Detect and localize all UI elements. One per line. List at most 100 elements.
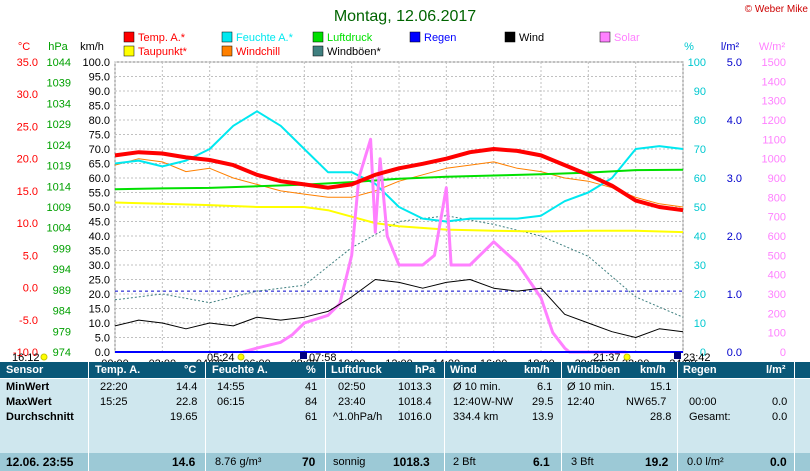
solar-tick: 1400 bbox=[762, 76, 786, 88]
avg-wind-distance: 334.4 km bbox=[453, 411, 499, 423]
max-rain-time: 00:00 bbox=[689, 396, 717, 408]
x-tick: 14:00 bbox=[433, 358, 461, 362]
wind-tick: 90.0 bbox=[89, 86, 110, 98]
moon-icon bbox=[674, 352, 681, 359]
moon-icon bbox=[40, 353, 48, 361]
axis-unit-labels: °C hPa km/h% l/m² W/m² bbox=[18, 41, 786, 53]
humidity-tick: 90 bbox=[694, 86, 706, 98]
max-hum-time: 06:15 bbox=[217, 396, 245, 408]
solar-tick: 600 bbox=[768, 231, 786, 243]
temp-tick: -5.0 bbox=[19, 315, 38, 327]
pressure-tick: 999 bbox=[53, 243, 71, 255]
hdr-temp-unit: °C bbox=[184, 364, 197, 376]
cur-hum-abs: 8.76 g/m³ bbox=[215, 456, 262, 468]
solar-tick: 1000 bbox=[762, 154, 786, 166]
solar-tick: 0 bbox=[780, 347, 786, 359]
min-temp: 14.4 bbox=[176, 381, 198, 393]
series-line bbox=[114, 110, 684, 223]
wind-tick: 35.0 bbox=[89, 246, 110, 258]
legend-swatch bbox=[409, 31, 421, 43]
legend-swatch bbox=[599, 31, 611, 43]
legend-swatch bbox=[221, 45, 233, 57]
max-temp: 22.8 bbox=[176, 396, 198, 408]
pressure-tick: 1024 bbox=[47, 140, 71, 152]
humidity-unit: % bbox=[684, 41, 694, 53]
avg-rain-label: Gesamt: bbox=[689, 411, 731, 423]
max-hum: 84 bbox=[305, 396, 318, 408]
wind-tick: 45.0 bbox=[89, 217, 110, 229]
pressure-tick: 1039 bbox=[47, 78, 71, 90]
pressure-tick: 979 bbox=[53, 326, 71, 338]
wind-tick: 40.0 bbox=[89, 231, 110, 243]
wind-unit: km/h bbox=[80, 41, 104, 53]
stats-table: Sensor Temp. A. °C Feuchte A. % Luftdruc… bbox=[0, 362, 810, 471]
legend-label: Regen bbox=[424, 32, 456, 44]
sun-icon bbox=[623, 353, 631, 361]
hdr-humidity-unit: % bbox=[306, 364, 316, 376]
pressure-tick: 1014 bbox=[47, 181, 71, 193]
rain-unit: l/m² bbox=[721, 41, 740, 53]
min-wind-label: Ø 10 min. bbox=[453, 381, 501, 393]
temp-unit: °C bbox=[18, 41, 30, 53]
hdr-humidity: Feuchte A. bbox=[212, 364, 268, 376]
x-tick: 12:00 bbox=[385, 358, 413, 362]
legend-swatch bbox=[312, 45, 324, 57]
wind-tick: 15.0 bbox=[89, 304, 110, 316]
pressure-tick: 1019 bbox=[47, 161, 71, 173]
rain-tick: 0.0 bbox=[727, 347, 742, 359]
humidity-tick: 60 bbox=[694, 173, 706, 185]
wind-tick: 75.0 bbox=[89, 130, 110, 142]
max-temp-time: 15:25 bbox=[100, 396, 128, 408]
cur-temp: 14.6 bbox=[172, 455, 196, 469]
pressure-tick: 984 bbox=[53, 306, 71, 318]
humidity-tick: 10 bbox=[694, 318, 706, 330]
wind-tick: 65.0 bbox=[89, 159, 110, 171]
sun-marker-time: 23:42 bbox=[683, 352, 711, 362]
x-tick: 04:00 bbox=[196, 358, 224, 362]
legend-label: Taupunkt* bbox=[138, 46, 188, 58]
sun-marker-time: 21:37 bbox=[593, 352, 621, 362]
pressure-tick: 989 bbox=[53, 285, 71, 297]
max-rain: 0.0 bbox=[772, 396, 788, 408]
legend-swatch bbox=[123, 31, 135, 43]
rain-tick: 4.0 bbox=[727, 115, 742, 127]
solar-tick: 300 bbox=[768, 289, 786, 301]
solar-tick: 1200 bbox=[762, 115, 786, 127]
hdr-wind: Wind bbox=[450, 364, 477, 376]
sun-moon-markers: 16:12 05:24 07:58 21:37 23:42 bbox=[12, 352, 711, 362]
legend-label: Solar bbox=[614, 32, 640, 44]
cur-gust: 19.2 bbox=[645, 455, 669, 469]
hdr-wind-unit: km/h bbox=[524, 364, 550, 376]
x-tick: 00:00 bbox=[101, 358, 129, 362]
wind-tick: 95.0 bbox=[89, 72, 110, 84]
wind-tick: 60.0 bbox=[89, 173, 110, 185]
max-gust-dir: NW bbox=[626, 396, 645, 408]
wind-tick: 30.0 bbox=[89, 260, 110, 272]
x-tick: 22:00 bbox=[622, 358, 650, 362]
chart-title: Montag, 12.06.2017 bbox=[334, 8, 476, 25]
weather-chart: Montag, 12.06.2017 © Weber Mike Temp. A.… bbox=[12, 4, 808, 362]
solar-tick: 400 bbox=[768, 270, 786, 282]
temp-tick: 15.0 bbox=[17, 186, 38, 198]
hdr-rain: Regen bbox=[683, 364, 717, 376]
x-tick: 24:00 bbox=[669, 358, 697, 362]
hdr-pressure-unit: hPa bbox=[415, 364, 436, 376]
temp-tick: 30.0 bbox=[17, 89, 38, 101]
avg-temp: 19.65 bbox=[170, 411, 198, 423]
legend-label: Luftdruck bbox=[327, 32, 373, 44]
pressure-tick: 1029 bbox=[47, 119, 71, 131]
x-tick: 10:00 bbox=[338, 358, 366, 362]
legend-label: Feuchte A.* bbox=[236, 32, 294, 44]
row-min-label: MinWert bbox=[6, 381, 50, 393]
temp-tick: -10.0 bbox=[13, 347, 38, 359]
cur-pres: 1018.3 bbox=[393, 455, 430, 469]
solar-tick: 500 bbox=[768, 250, 786, 262]
cur-pres-label: sonnig bbox=[333, 456, 366, 468]
cur-wind: 6.1 bbox=[533, 455, 550, 469]
series-line bbox=[114, 158, 684, 208]
legend-label: Temp. A.* bbox=[138, 32, 186, 44]
max-wind-dir: W-NW bbox=[481, 396, 514, 408]
temp-tick: 35.0 bbox=[17, 57, 38, 69]
avg-rain: 0.0 bbox=[772, 411, 788, 423]
row-avg-label: Durchschnitt bbox=[6, 411, 74, 423]
